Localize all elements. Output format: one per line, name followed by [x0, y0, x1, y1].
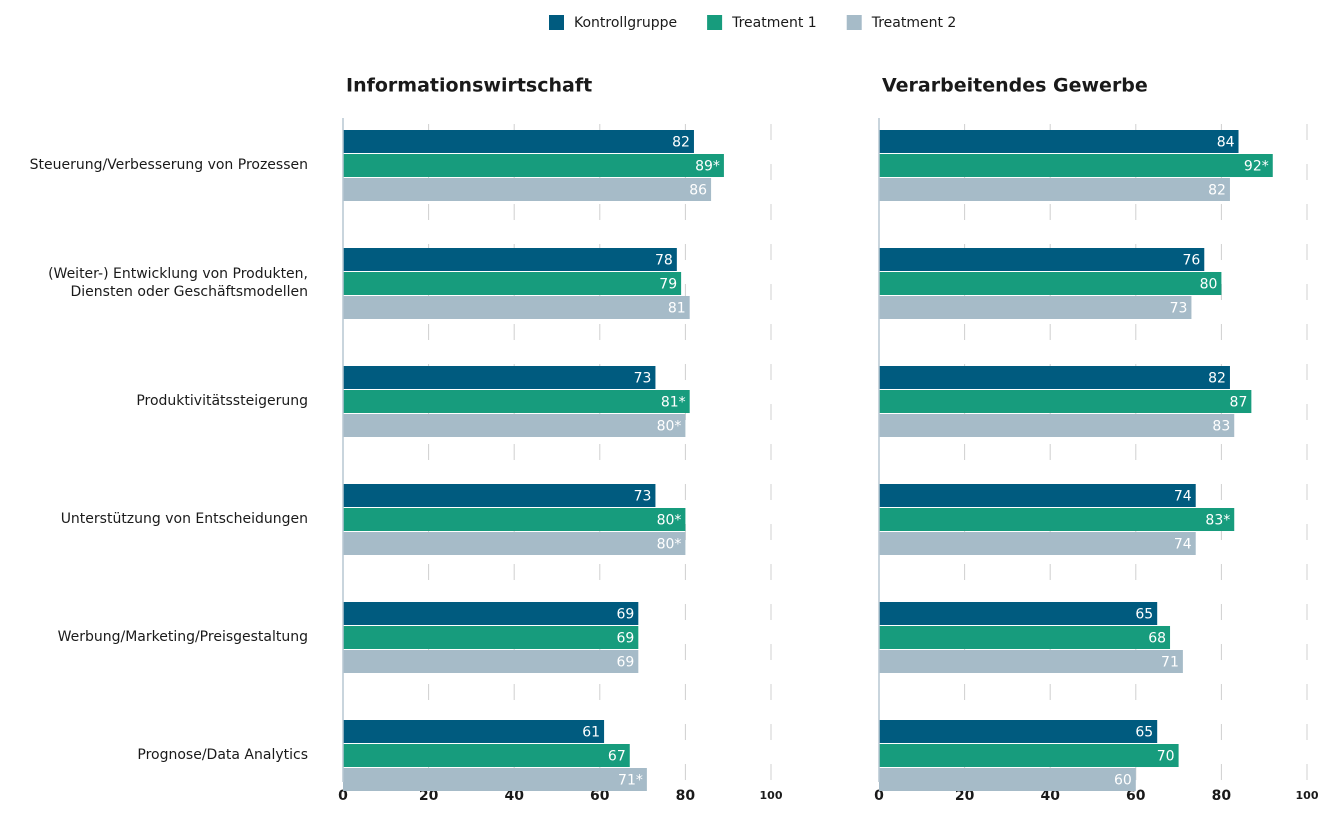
bar	[343, 272, 682, 295]
bar	[879, 414, 1235, 437]
bar	[879, 178, 1230, 201]
bar	[879, 248, 1205, 271]
value-label: 71*	[618, 773, 643, 789]
bar	[879, 508, 1235, 531]
panel-title: Verarbeitendes Gewerbe	[882, 75, 1148, 97]
value-label: 60	[1114, 773, 1132, 789]
bar	[879, 366, 1230, 389]
panel-title: Informationswirtschaft	[346, 75, 592, 97]
value-label: 83	[1212, 419, 1230, 435]
value-label: 69	[616, 655, 634, 671]
bar	[879, 650, 1183, 673]
value-label: 80*	[657, 513, 682, 529]
x-tick-label: 60	[1126, 788, 1146, 804]
value-label: 82	[1208, 371, 1226, 387]
value-label: 84	[1217, 135, 1235, 151]
legend-label: Treatment 1	[731, 15, 817, 31]
value-label: 80*	[657, 537, 682, 553]
value-label: 69	[616, 607, 634, 623]
value-label: 81*	[661, 395, 686, 411]
value-label: 79	[659, 277, 677, 293]
x-tick-label: 0	[874, 788, 884, 804]
x-tick-label: 80	[676, 788, 696, 804]
bar	[343, 130, 694, 153]
category-label: Prognose/Data Analytics	[137, 747, 308, 763]
bar	[879, 130, 1239, 153]
bar	[343, 178, 712, 201]
x-tick-label: 20	[955, 788, 975, 804]
value-label: 71	[1161, 655, 1179, 671]
bar	[343, 508, 686, 531]
bar	[343, 154, 724, 177]
x-tick-label: 100	[1296, 789, 1319, 802]
x-tick-label: 80	[1212, 788, 1232, 804]
bar	[879, 296, 1192, 319]
category-label: Werbung/Marketing/Preisgestaltung	[58, 629, 308, 645]
bar	[879, 484, 1196, 507]
bar	[879, 768, 1136, 791]
value-label: 74	[1174, 537, 1192, 553]
value-label: 73	[634, 371, 652, 387]
bar	[343, 296, 690, 319]
value-label: 80	[1200, 277, 1218, 293]
bar	[343, 602, 639, 625]
bar	[343, 484, 656, 507]
value-label: 65	[1135, 607, 1153, 623]
bar	[343, 390, 690, 413]
legend-label: Kontrollgruppe	[574, 15, 677, 31]
value-label: 82	[672, 135, 690, 151]
value-label: 80*	[657, 419, 682, 435]
value-label: 69	[616, 631, 634, 647]
bar	[343, 720, 605, 743]
value-label: 76	[1182, 253, 1200, 269]
x-tick-label: 40	[504, 788, 524, 804]
bar	[879, 602, 1158, 625]
bar	[343, 414, 686, 437]
bar	[343, 768, 647, 791]
bar	[343, 650, 639, 673]
legend-swatch	[549, 15, 564, 30]
value-label: 65	[1135, 725, 1153, 741]
bar	[343, 626, 639, 649]
bar	[879, 390, 1252, 413]
value-label: 73	[1170, 301, 1188, 317]
value-label: 70	[1157, 749, 1175, 765]
legend-swatch	[846, 15, 862, 30]
value-label: 74	[1174, 489, 1192, 505]
bar	[343, 248, 677, 271]
value-label: 87	[1230, 395, 1248, 411]
bar	[879, 272, 1222, 295]
value-label: 86	[689, 183, 707, 199]
legend-swatch	[707, 15, 723, 30]
value-label: 92*	[1244, 159, 1269, 175]
bar	[879, 626, 1171, 649]
bar	[879, 154, 1273, 177]
legend-label: Treatment 2	[871, 15, 957, 31]
value-label: 67	[608, 749, 626, 765]
value-label: 78	[655, 253, 673, 269]
value-label: 81	[668, 301, 686, 317]
x-tick-label: 60	[590, 788, 610, 804]
value-label: 83*	[1205, 513, 1230, 529]
value-label: 61	[582, 725, 600, 741]
bar	[879, 532, 1196, 555]
category-label: Produktivitätssteigerung	[136, 393, 308, 409]
x-tick-label: 40	[1040, 788, 1060, 804]
value-label: 89*	[695, 159, 720, 175]
x-tick-label: 0	[338, 788, 348, 804]
category-label: Steuerung/Verbesserung von Prozessen	[30, 157, 308, 173]
bar	[879, 720, 1158, 743]
category-label: Unterstützung von Entscheidungen	[61, 511, 308, 527]
category-label: (Weiter-) Entwicklung von Produkten, Dien…	[48, 266, 308, 300]
value-label: 73	[634, 489, 652, 505]
bar	[879, 744, 1179, 767]
bar	[343, 532, 686, 555]
value-label: 68	[1148, 631, 1166, 647]
bar	[343, 744, 630, 767]
x-tick-label: 20	[419, 788, 439, 804]
bar	[343, 366, 656, 389]
value-label: 82	[1208, 183, 1226, 199]
x-tick-label: 100	[760, 789, 783, 802]
